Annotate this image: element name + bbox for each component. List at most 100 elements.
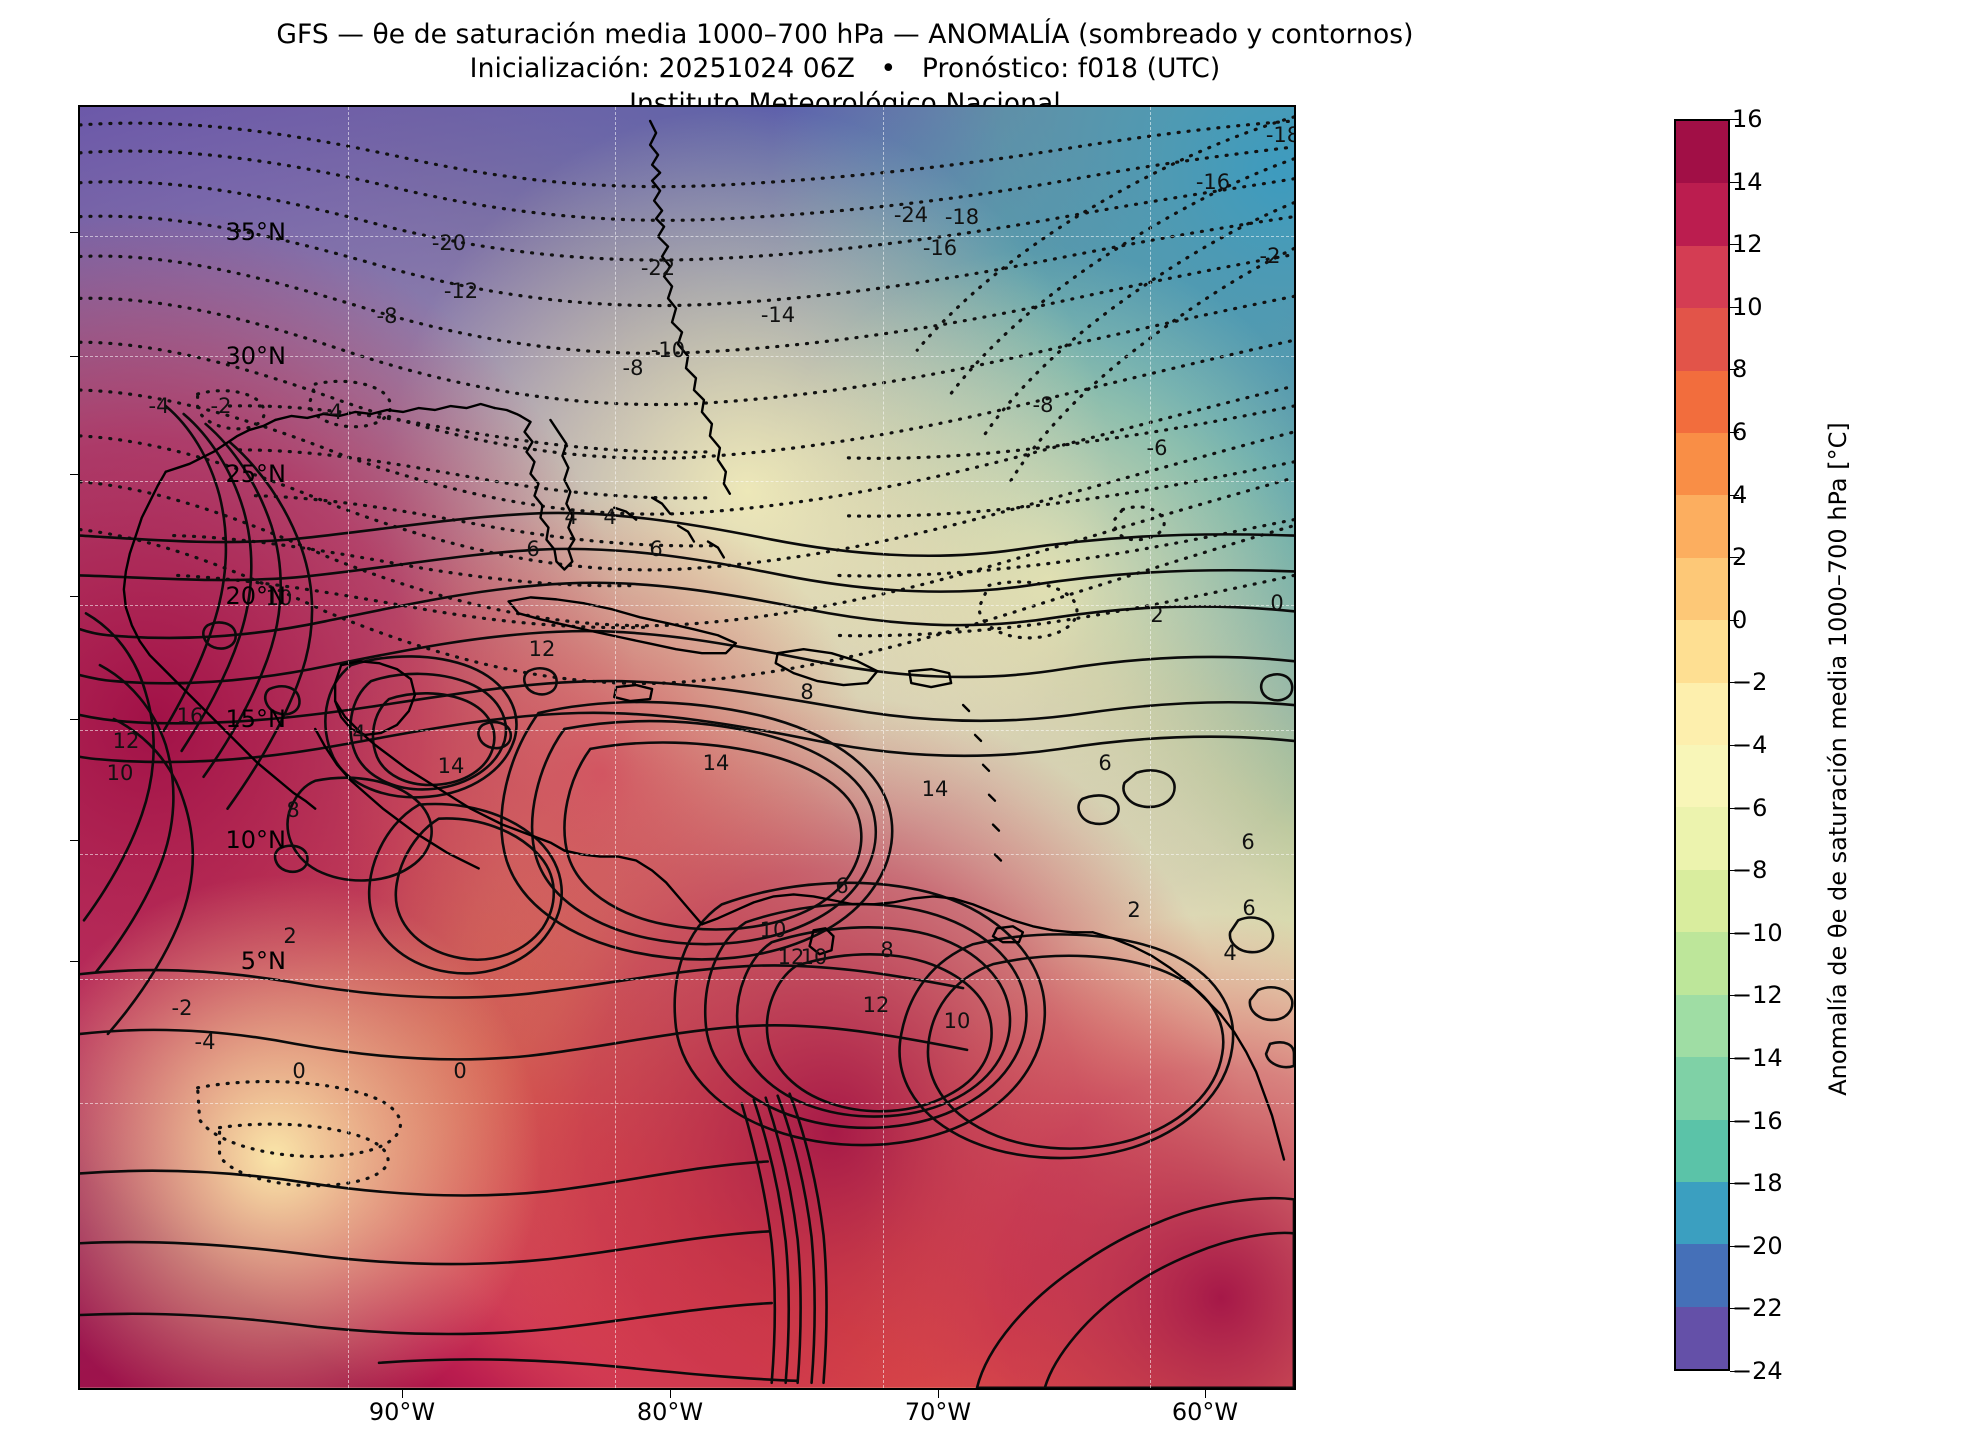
colorbar-tick-label-13: −10 [1732,918,1783,947]
colorbar-tickmark [1730,369,1739,371]
colorbar-tickmark [1730,995,1739,997]
x-tickmark [1205,1390,1206,1398]
x-tick-label-1: 80°W [636,1398,704,1426]
contour-label: 4 [1223,941,1237,965]
anomaly-shading [80,107,1294,1388]
contour-label: 6 [649,537,663,561]
map-canvas: -18-16-20-24-18-16-22-12-8-14-10-8-2-8-4… [80,107,1294,1388]
contour-label: -20 [431,231,467,255]
colorbar-band-2 [1676,245,1728,309]
contour-label: -10 [650,338,686,362]
contour-label: 4 [352,721,366,745]
contour-label: 6 [1242,896,1256,920]
y-tickmark [70,961,78,962]
contour-label: 14 [702,751,730,775]
contour-label: 8 [286,798,300,822]
y-tick-label-3: 20°N [225,582,287,610]
colorbar-tick-label-19: −22 [1732,1294,1783,1323]
contour-label: -24 [893,203,929,227]
contour-label: -4 [148,394,170,418]
contour-label: -8 [622,356,644,380]
colorbar-tickmark [1730,682,1739,684]
colorbar-tick-label-1: 14 [1732,167,1763,196]
colorbar-tickmark [1730,619,1739,621]
colorbar-tickmark [1730,306,1739,308]
contour-label: -16 [922,236,958,260]
colorbar-tick-label-11: −6 [1732,793,1768,822]
contour-label: -2 [1259,244,1281,268]
colorbar-tickmark [1730,1371,1739,1372]
positive-contours [80,404,1294,1388]
y-tick-label-5: 10°N [225,826,287,854]
colorbar-tickmark [1730,745,1739,746]
colorbar-band-15 [1676,1057,1728,1120]
colorbar-tick-label-14: −12 [1732,981,1783,1010]
contour-label: -8 [376,304,398,328]
colorbar-band-6 [1676,495,1728,558]
colorbar-tickmark [1730,244,1739,246]
contour-label: -2 [171,996,193,1020]
colorbar-tick-label-16: −16 [1732,1106,1783,1135]
contour-label: 0 [1270,591,1284,615]
contour-label: -12 [443,279,479,303]
y-tickmark [70,840,78,841]
colorbar-band-8 [1676,620,1728,683]
x-tick-label-3: 60°W [1171,1398,1239,1426]
colorbar-tick-label-0: 16 [1732,105,1763,133]
y-tickmark [70,719,78,720]
x-tickmark [938,1390,939,1398]
contour-label: -18 [944,205,980,229]
colorbar-band-18 [1676,1244,1728,1307]
contour-label: 2 [1150,603,1164,627]
colorbar-tickmark [1730,557,1739,559]
colorbar-band-9 [1676,682,1728,746]
x-tick-label-0: 90°W [368,1398,436,1426]
contour-label: 14 [437,754,465,778]
contour-label: -8 [1032,393,1054,417]
colorbar-tick-label-7: 2 [1732,543,1748,572]
colorbar-band-1 [1676,183,1728,246]
colorbar-tick-label-18: −20 [1732,1231,1783,1260]
contour-label: 6 [835,874,849,898]
colorbar-band-3 [1676,308,1728,371]
page-title: GFS — θe de saturación media 1000–700 hP… [276,19,1414,50]
contour-label: 10 [800,945,828,969]
colorbar-tickmark [1730,870,1739,872]
colorbar-tickmark [1730,1058,1739,1059]
colorbar-tickmark [1730,1120,1739,1122]
x-tickmark [670,1390,671,1398]
contour-label: 12 [777,945,805,969]
colorbar-tickmark [1730,181,1739,183]
colorbar[interactable] [1674,119,1730,1371]
colorbar-band-10 [1676,745,1728,808]
contour-label: 4 [564,505,578,529]
colorbar-band-7 [1676,557,1728,621]
y-tick-label-0: 35°N [225,218,287,246]
colorbar-band-0 [1676,121,1728,184]
y-tick-label-2: 25°N [225,460,287,488]
contour-label: 12 [112,729,140,753]
y-tick-label-4: 15°N [225,705,287,733]
contour-label: 8 [800,680,814,704]
colorbar-band-4 [1676,370,1728,434]
contour-label: 2 [1127,898,1141,922]
colorbar-tickmark [1730,432,1739,433]
contour-label: 2 [283,924,297,948]
contour-label: 0 [292,1059,306,1083]
contour-label: 0 [453,1059,467,1083]
colorbar-tick-label-15: −14 [1732,1044,1783,1072]
contour-label: 10 [265,586,293,610]
map-axes[interactable]: -18-16-20-24-18-16-22-12-8-14-10-8-2-8-4… [78,105,1296,1390]
colorbar-band-14 [1676,994,1728,1058]
colorbar-band-16 [1676,1119,1728,1182]
y-tickmark [70,232,78,233]
coastlines [122,119,1286,1161]
contour-label: 16 [176,704,204,728]
contour-label: -18 [1265,123,1294,147]
contour-label: 12 [862,993,890,1017]
contour-label: 10 [943,1009,971,1033]
y-tickmark [70,474,78,475]
colorbar-tick-label-8: 0 [1732,605,1748,634]
contour-label: 10 [106,761,134,785]
contour-label: -22 [640,256,676,280]
